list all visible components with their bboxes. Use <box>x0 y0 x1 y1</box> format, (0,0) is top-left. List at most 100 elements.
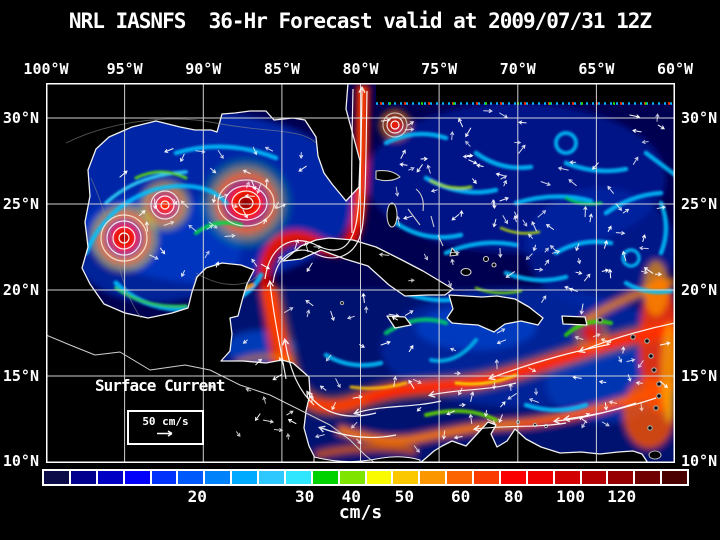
lat-tick-right-15°N: 15°N <box>681 366 718 385</box>
vector-arrow <box>180 153 185 163</box>
colorbar-segment-3 <box>124 471 150 484</box>
vector-arrow <box>637 360 644 369</box>
vector-arrow <box>273 428 284 433</box>
vector-arrow <box>615 231 626 236</box>
vector-arrow <box>498 247 503 259</box>
vector-arrow <box>638 246 649 251</box>
colorbar-tick-50: 50 <box>394 487 414 506</box>
vector-arrow <box>263 217 267 225</box>
colorbar-segment-14 <box>420 471 446 484</box>
vector-arrow <box>507 393 517 400</box>
vector-arrow <box>246 181 250 189</box>
streamlines <box>264 85 675 439</box>
lon-tick-85°W: 85°W <box>263 60 300 78</box>
lat-tick-left-15°N: 15°N <box>2 366 39 385</box>
vector-arrow <box>503 179 507 187</box>
vector-arrow <box>465 127 472 138</box>
vector-arrow <box>601 421 610 427</box>
vector-arrow <box>541 295 547 303</box>
vector-arrow <box>459 403 466 408</box>
vector-arrow <box>472 178 477 184</box>
colorbar-tick-30: 30 <box>295 487 315 506</box>
vector-arrow <box>304 241 309 253</box>
map-plot <box>46 83 675 463</box>
colorbar-tick-20: 20 <box>187 487 207 506</box>
colorbar-tick-80: 80 <box>504 487 524 506</box>
vector-arrow <box>462 154 473 159</box>
vector-arrow <box>180 200 189 208</box>
vector-arrow <box>494 358 499 370</box>
lat-tick-left-20°N: 20°N <box>2 281 39 300</box>
vector-arrow <box>408 344 414 353</box>
vector-arrow <box>621 250 627 262</box>
longitude-axis: 100°W 95°W 90°W 85°W 80°W 75°W 70°W 65°W 60°W <box>23 60 693 78</box>
colorbar-segment-6 <box>205 471 231 484</box>
colorbar-segment-22 <box>635 471 661 484</box>
vector-arrow <box>256 184 261 195</box>
vector-arrow <box>217 150 224 160</box>
vector-arrow <box>149 254 159 260</box>
vector-arrow <box>579 413 591 419</box>
colorbar-tick-40: 40 <box>341 487 361 506</box>
vector-arrow <box>583 205 588 218</box>
vector-arrow <box>470 391 475 402</box>
vector-arrow <box>378 252 390 257</box>
colorbar-segment-17 <box>500 471 526 484</box>
vector-arrow <box>313 245 323 249</box>
vector-arrow <box>331 402 336 411</box>
colorbar-segment-5 <box>178 471 204 484</box>
colorbar-segment-18 <box>527 471 553 484</box>
vector-arrow <box>598 380 607 384</box>
vector-arrow <box>459 210 464 217</box>
vector-arrow <box>607 185 614 194</box>
vector-arrow <box>408 278 415 283</box>
vector-arrow <box>601 268 610 273</box>
colorbar-segment-23 <box>662 471 687 484</box>
colorbar <box>42 469 689 486</box>
vector-arrow <box>627 374 632 382</box>
lon-tick-90°W: 90°W <box>185 60 222 78</box>
colorbar-segment-21 <box>608 471 634 484</box>
vector-arrow <box>642 234 646 242</box>
vector-arrow <box>549 245 557 252</box>
colorbar-segment-11 <box>339 471 365 484</box>
vector-arrow <box>600 338 612 344</box>
lesser-antilles <box>339 300 662 460</box>
vector-arrow <box>622 208 630 214</box>
latitude-axis-left: 30°N 25°N 20°N 15°N 10°N <box>0 83 42 470</box>
colorbar-segment-1 <box>70 471 96 484</box>
vector-arrow <box>403 215 413 220</box>
vector-arrow <box>255 358 263 366</box>
vector-arrow <box>287 419 297 425</box>
vector-arrow <box>215 261 220 268</box>
vector-arrow <box>618 356 623 363</box>
vector-arrow <box>416 164 423 173</box>
vector-arrow <box>119 170 128 178</box>
vector-arrow <box>528 398 539 403</box>
lat-tick-left-30°N: 30°N <box>2 108 39 127</box>
vector-arrow <box>451 214 460 221</box>
vector-arrow <box>254 413 261 422</box>
vector-arrow <box>450 258 455 266</box>
vector-arrow <box>502 215 508 225</box>
vector-arrow <box>159 247 166 255</box>
vector-arrow <box>448 280 452 288</box>
colorbar-segment-13 <box>393 471 419 484</box>
vector-arrow <box>413 445 420 453</box>
lat-tick-right-20°N: 20°N <box>681 281 718 300</box>
vector-arrow <box>568 287 578 292</box>
vector-arrow <box>272 374 282 381</box>
vector-arrow <box>528 233 533 239</box>
vector-arrow <box>335 378 341 389</box>
vector-arrow <box>224 233 236 238</box>
vector-arrow <box>412 378 422 384</box>
vector-arrow <box>391 316 398 321</box>
vector-arrow <box>286 410 294 416</box>
vector-arrow <box>231 204 239 209</box>
vector-arrow <box>578 416 588 424</box>
vector-arrow <box>626 358 636 363</box>
vector-arrow <box>500 175 508 180</box>
latitude-axis-right: 30°N 25°N 20°N 15°N 10°N <box>681 83 720 470</box>
vector-arrow <box>244 194 255 199</box>
vector-arrow <box>522 219 528 227</box>
